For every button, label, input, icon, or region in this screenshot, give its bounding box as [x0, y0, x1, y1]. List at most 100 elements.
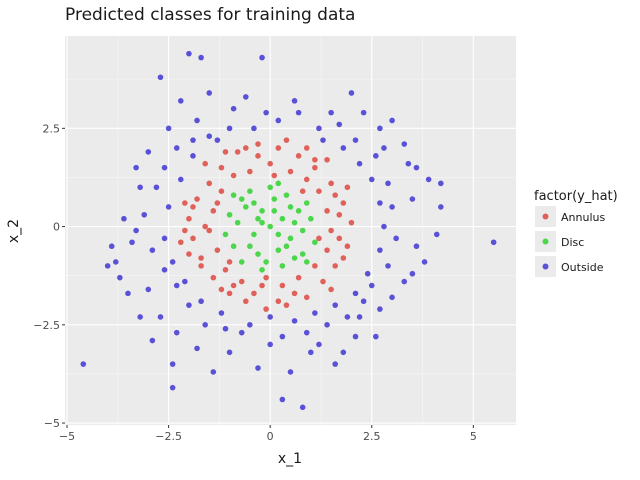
legend-key-dot	[542, 263, 549, 270]
point-disc	[299, 251, 306, 257]
point-disc	[275, 247, 282, 253]
point-outside	[389, 294, 395, 301]
point-outside	[194, 117, 200, 124]
point-disc	[226, 211, 233, 218]
point-outside	[409, 196, 416, 202]
x-tick-label: 5	[470, 430, 477, 443]
point-outside	[295, 109, 302, 116]
point-outside	[145, 286, 152, 293]
point-outside	[218, 310, 225, 316]
point-outside	[413, 243, 420, 250]
point-annulus	[275, 298, 282, 305]
point-outside	[389, 117, 395, 124]
point-disc	[259, 208, 265, 214]
point-annulus	[348, 219, 355, 226]
point-outside	[381, 223, 387, 230]
point-outside	[108, 243, 115, 250]
point-annulus	[259, 282, 265, 289]
point-annulus	[328, 286, 334, 293]
point-annulus	[190, 235, 196, 242]
point-annulus	[214, 200, 221, 206]
point-annulus	[328, 180, 334, 187]
point-outside	[173, 282, 180, 289]
point-annulus	[279, 282, 286, 289]
point-annulus	[295, 153, 302, 159]
point-outside	[377, 247, 383, 253]
point-disc	[222, 231, 229, 238]
point-outside	[279, 333, 286, 340]
point-outside	[149, 247, 156, 253]
point-outside	[198, 54, 204, 61]
y-tick-label: 2.5	[43, 122, 61, 135]
point-outside	[133, 227, 139, 234]
point-annulus	[222, 266, 229, 273]
point-disc	[283, 192, 290, 198]
point-annulus	[283, 137, 290, 143]
point-outside	[230, 105, 237, 112]
point-outside	[149, 337, 156, 344]
point-outside	[104, 263, 111, 269]
point-outside	[336, 121, 343, 128]
chart-title: Predicted classes for training data	[65, 5, 355, 25]
point-outside	[169, 384, 176, 391]
point-annulus	[344, 184, 351, 191]
point-annulus	[214, 247, 221, 253]
point-disc	[287, 235, 294, 242]
point-outside	[385, 180, 391, 187]
point-outside	[328, 109, 334, 116]
point-outside	[263, 109, 269, 116]
point-annulus	[340, 200, 347, 206]
point-outside	[438, 180, 444, 187]
point-outside	[186, 302, 192, 308]
point-annulus	[324, 247, 330, 253]
point-annulus	[332, 263, 338, 269]
point-annulus	[255, 153, 261, 159]
point-outside	[186, 50, 192, 57]
point-disc	[275, 231, 282, 238]
point-outside	[80, 361, 87, 367]
point-outside	[202, 322, 208, 328]
point-outside	[169, 361, 176, 367]
point-annulus	[194, 196, 200, 202]
point-disc	[283, 243, 290, 250]
point-outside	[373, 333, 379, 340]
point-annulus	[303, 176, 310, 183]
point-disc	[291, 219, 298, 226]
point-outside	[226, 349, 233, 356]
point-annulus	[218, 286, 225, 293]
point-annulus	[202, 223, 208, 230]
point-outside	[356, 314, 363, 320]
point-outside	[121, 215, 127, 222]
point-annulus	[316, 235, 322, 242]
point-outside	[348, 90, 355, 96]
point-outside	[238, 329, 245, 336]
plot-panel	[65, 36, 516, 425]
point-outside	[373, 153, 379, 159]
point-outside	[125, 290, 131, 297]
point-outside	[275, 117, 282, 124]
point-outside	[421, 259, 428, 265]
y-tick-label: 0	[53, 221, 60, 234]
point-annulus	[182, 200, 188, 206]
point-outside	[259, 54, 265, 61]
legend-label-annulus: Annulus	[561, 211, 605, 224]
point-annulus	[303, 294, 310, 301]
point-disc	[279, 263, 286, 269]
point-outside	[129, 239, 135, 246]
point-outside	[316, 125, 322, 132]
point-disc	[267, 184, 273, 191]
point-outside	[425, 176, 432, 183]
x-tick-label: 0	[267, 430, 274, 443]
point-disc	[234, 219, 241, 226]
x-axis-ticks: −5 −2.5 0 2.5 5	[59, 425, 477, 443]
point-disc	[299, 227, 306, 234]
point-outside	[161, 164, 168, 171]
point-outside	[291, 98, 298, 104]
point-annulus	[340, 255, 347, 261]
point-outside	[320, 137, 326, 143]
point-outside	[389, 204, 395, 210]
point-disc	[291, 255, 298, 261]
point-outside	[303, 329, 310, 336]
point-disc	[255, 215, 261, 222]
point-annulus	[263, 274, 269, 281]
